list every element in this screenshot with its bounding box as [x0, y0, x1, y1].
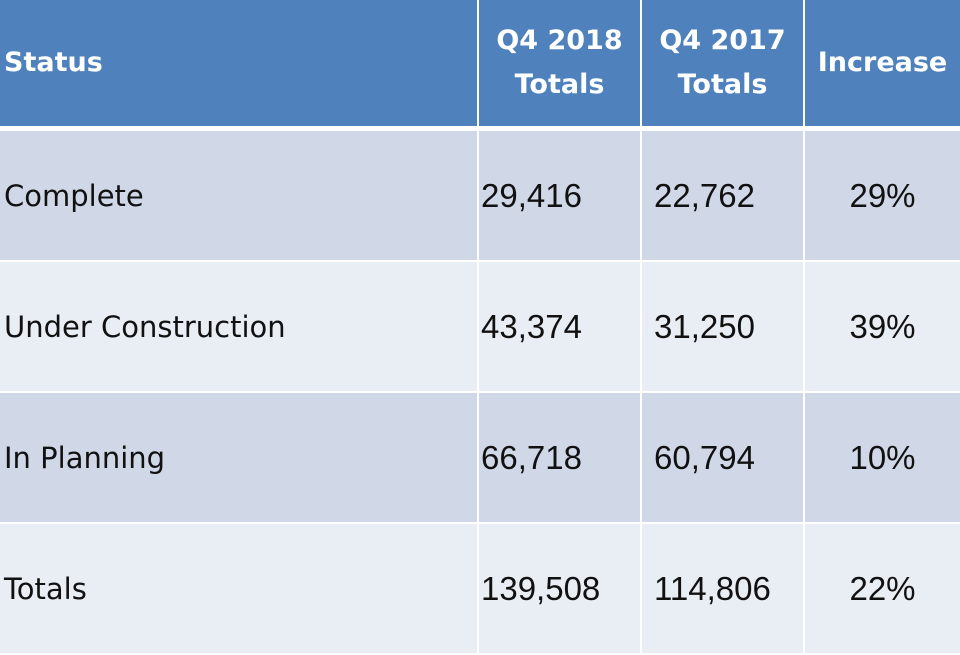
header-increase-label: Increase [817, 47, 948, 78]
cell-increase: 39% [805, 262, 960, 393]
header-status: Status [0, 0, 479, 131]
table-row-totals: Totals 139,508 114,806 22% [0, 524, 960, 655]
table-body: Complete 29,416 22,762 29% Under Constru… [0, 131, 960, 655]
cell-q4-2018: 139,508 [479, 524, 642, 655]
cell-q4-2017: 114,806 [642, 524, 805, 655]
cell-status: Totals [0, 524, 479, 655]
cell-q4-2017: 60,794 [642, 393, 805, 524]
header-q4-2018-line1: Q4 2018 [496, 25, 623, 56]
table-row-under-construction: Under Construction 43,374 31,250 39% [0, 262, 960, 393]
cell-increase: 22% [805, 524, 960, 655]
cell-q4-2018: 66,718 [479, 393, 642, 524]
cell-increase: 29% [805, 131, 960, 262]
header-row: Status Q4 2018 Totals Q4 2017 Totals Inc… [0, 0, 960, 131]
header-q4-2017-totals: Q4 2017 Totals [642, 0, 805, 131]
cell-q4-2018: 29,416 [479, 131, 642, 262]
header-increase: Increase [805, 0, 960, 131]
header-status-label: Status [4, 47, 103, 78]
cell-increase: 10% [805, 393, 960, 524]
header-q4-2018-totals: Q4 2018 Totals [479, 0, 642, 131]
header-q4-2018-line2: Totals [514, 69, 605, 100]
cell-status: In Planning [0, 393, 479, 524]
header-q4-2017-line1: Q4 2017 [659, 25, 786, 56]
table-header: Status Q4 2018 Totals Q4 2017 Totals Inc… [0, 0, 960, 131]
cell-q4-2018: 43,374 [479, 262, 642, 393]
cell-q4-2017: 22,762 [642, 131, 805, 262]
cell-status: Complete [0, 131, 479, 262]
header-q4-2017-line2: Totals [677, 69, 768, 100]
cell-status: Under Construction [0, 262, 479, 393]
cell-q4-2017: 31,250 [642, 262, 805, 393]
table-row-complete: Complete 29,416 22,762 29% [0, 131, 960, 262]
table-row-in-planning: In Planning 66,718 60,794 10% [0, 393, 960, 524]
